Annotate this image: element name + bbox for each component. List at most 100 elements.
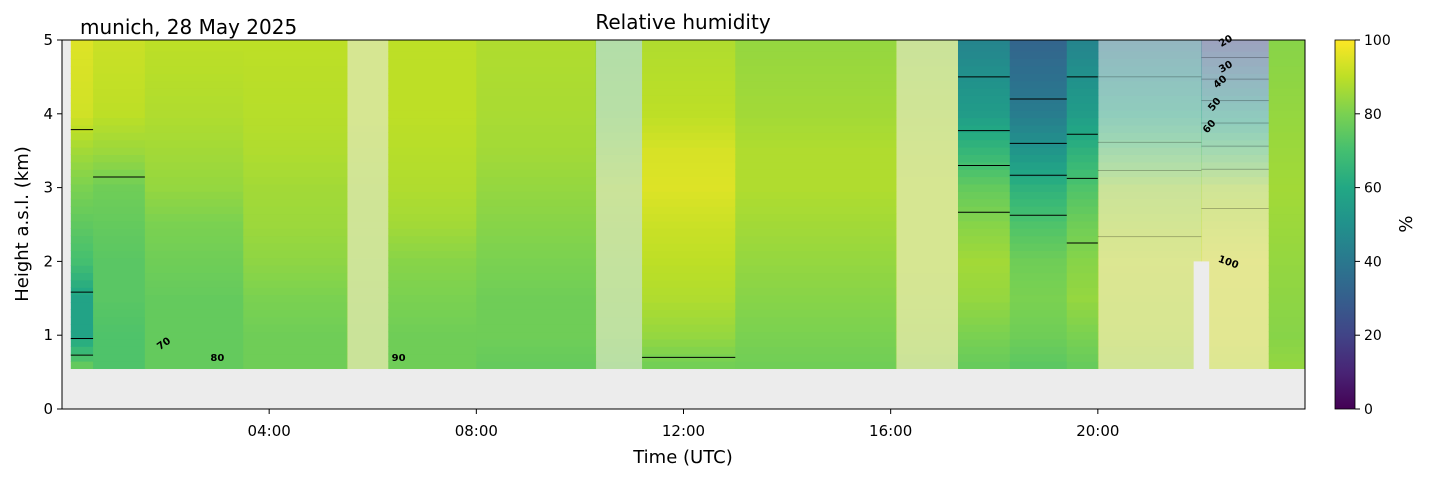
- heat-cell: [144, 235, 244, 244]
- heat-cell: [1201, 176, 1270, 185]
- heat-cell: [476, 43, 597, 52]
- heat-cell: [1066, 80, 1099, 89]
- heat-cell: [895, 213, 959, 222]
- heat-cell: [1066, 206, 1099, 215]
- heat-cell: [595, 324, 643, 333]
- heat-cell: [243, 183, 348, 192]
- heat-cell: [1201, 301, 1270, 310]
- heat-cell: [70, 353, 94, 362]
- heat-cell: [642, 73, 736, 82]
- heat-cell: [1097, 287, 1203, 296]
- heat-cell: [1201, 117, 1270, 126]
- heat-cell: [1066, 124, 1099, 133]
- heat-cell: [144, 124, 244, 133]
- heat-cell: [243, 58, 348, 67]
- heat-cell: [642, 139, 736, 148]
- heat-cell: [1097, 316, 1203, 325]
- heat-cell: [642, 87, 736, 96]
- heat-cell: [243, 95, 348, 104]
- heat-cell: [1201, 73, 1270, 82]
- heat-cell: [144, 331, 244, 340]
- heat-cell: [1009, 51, 1068, 60]
- heat-cell: [243, 331, 348, 340]
- heat-cell: [735, 176, 897, 185]
- heat-cell: [595, 301, 643, 310]
- heat-cell: [735, 353, 897, 362]
- heat-cell: [595, 294, 643, 303]
- heat-cell: [1201, 110, 1270, 119]
- heat-cell: [1201, 242, 1270, 251]
- heat-cell: [346, 169, 389, 178]
- heat-cell: [1201, 51, 1270, 60]
- heat-cell: [1066, 58, 1099, 67]
- heat-cell: [388, 220, 477, 229]
- heat-cell: [1066, 324, 1099, 333]
- heat-cell: [1201, 139, 1270, 148]
- heat-cell: [642, 272, 736, 281]
- heat-cell: [144, 154, 244, 163]
- heat-cell: [243, 161, 348, 170]
- heat-cell: [957, 316, 1011, 325]
- heat-cell: [957, 51, 1011, 60]
- heat-cell: [70, 309, 94, 318]
- heat-cell: [70, 294, 94, 303]
- heat-cell: [388, 161, 477, 170]
- heat-cell: [70, 176, 94, 185]
- heat-cell: [476, 132, 597, 141]
- heat-cell: [1268, 257, 1305, 266]
- heat-cell: [595, 73, 643, 82]
- heat-cell: [70, 110, 94, 119]
- heat-cell: [735, 191, 897, 200]
- heat-cell: [70, 80, 94, 89]
- heat-cell: [642, 250, 736, 259]
- heat-cell: [642, 65, 736, 74]
- heat-cell: [243, 294, 348, 303]
- heat-cell: [70, 139, 94, 148]
- heat-cell: [642, 40, 736, 45]
- heat-cell: [1097, 235, 1203, 244]
- heat-cell: [144, 338, 244, 347]
- heat-cell: [144, 139, 244, 148]
- heat-cell: [1201, 132, 1270, 141]
- x-tick-label: 12:00: [662, 422, 705, 440]
- heat-cell: [895, 176, 959, 185]
- heat-cell: [388, 198, 477, 207]
- heat-cell: [595, 43, 643, 52]
- heat-cell: [388, 331, 477, 340]
- heat-cell: [1097, 213, 1203, 222]
- heat-cell: [93, 309, 146, 318]
- heat-cell: [1009, 309, 1068, 318]
- heat-cell: [895, 102, 959, 111]
- heat-cell: [642, 110, 736, 119]
- heat-cell: [476, 176, 597, 185]
- heat-cell: [1201, 294, 1270, 303]
- heat-cell: [1009, 132, 1068, 141]
- heat-cell: [735, 228, 897, 237]
- heat-cell: [243, 87, 348, 96]
- heat-cell: [243, 198, 348, 207]
- heat-cell: [93, 242, 146, 251]
- heat-cell: [1268, 40, 1305, 45]
- heat-cell: [895, 80, 959, 89]
- heat-cell: [388, 169, 477, 178]
- heat-cell: [70, 73, 94, 82]
- heat-cell: [243, 110, 348, 119]
- heat-cell: [1201, 324, 1270, 333]
- heat-cell: [346, 132, 389, 141]
- heat-cell: [1201, 198, 1270, 207]
- heat-cell: [595, 183, 643, 192]
- heat-cell: [1009, 58, 1068, 67]
- heat-cell: [957, 301, 1011, 310]
- heat-cell: [243, 250, 348, 259]
- heat-cell: [957, 346, 1011, 355]
- heat-cell: [476, 87, 597, 96]
- heat-cell: [93, 272, 146, 281]
- heat-cell: [735, 198, 897, 207]
- heat-cell: [1009, 110, 1068, 119]
- heat-cell: [642, 242, 736, 251]
- heat-cell: [895, 361, 959, 370]
- heat-cell: [243, 242, 348, 251]
- heat-cell: [957, 183, 1011, 192]
- heat-cell: [895, 272, 959, 281]
- heat-cell: [243, 154, 348, 163]
